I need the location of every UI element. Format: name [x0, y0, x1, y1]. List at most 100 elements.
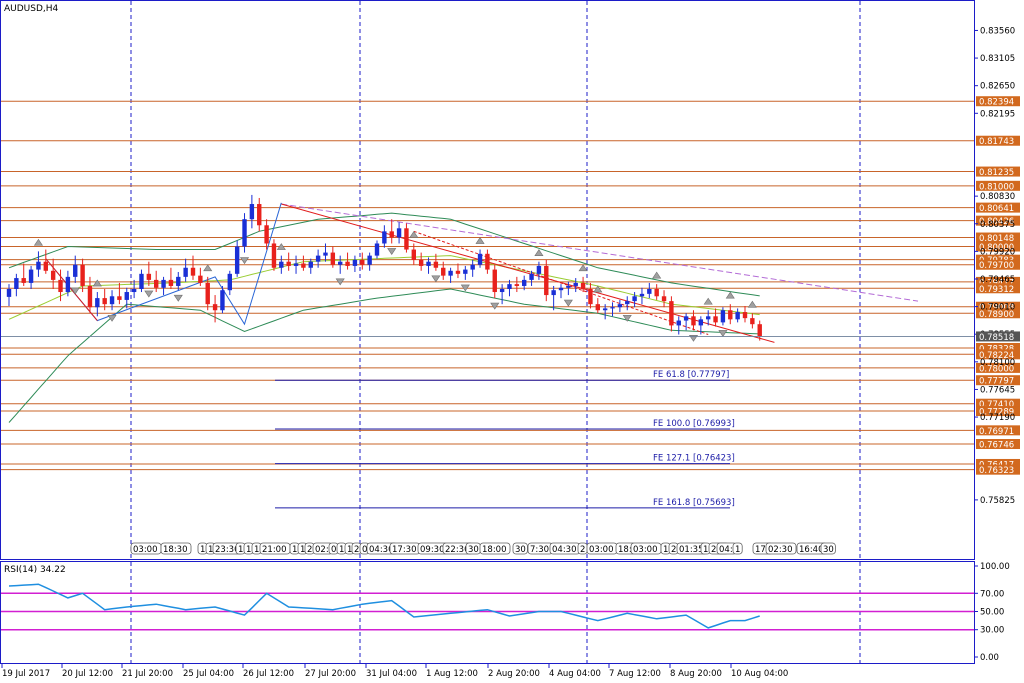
- event-text: 18:00: [482, 545, 507, 555]
- purple-trendline: [281, 203, 919, 302]
- candle-body: [632, 296, 637, 302]
- fractal-arrow: [239, 257, 250, 265]
- level-label: 0.81743: [979, 137, 1014, 147]
- time-tick-label: 2 Aug 20:00: [488, 669, 540, 679]
- bollinger-lower: [8, 288, 760, 423]
- level-label: 0.79700: [979, 261, 1014, 271]
- candle-body: [396, 228, 402, 238]
- candle-body: [492, 269, 497, 293]
- event-box: [820, 542, 836, 555]
- rsi-indicator: 100.00 70.00 50.00 30.00 0.00: [1, 562, 1010, 663]
- level-label: 0.76971: [979, 427, 1014, 437]
- candle-body: [212, 304, 218, 311]
- price-tick-label: 0.75825: [980, 496, 1015, 506]
- level-box: [976, 254, 1020, 265]
- event-label: 22:30: [442, 542, 474, 555]
- level-box: [976, 180, 1020, 191]
- candle-body: [28, 269, 34, 283]
- level-label: 0.80426: [979, 217, 1014, 227]
- level-box: [976, 241, 1020, 252]
- candle-body: [455, 270, 461, 274]
- time-tick-label: 8 Aug 20:00: [670, 669, 722, 679]
- fractal-markers: [33, 230, 757, 342]
- candle-body: [220, 290, 225, 311]
- candle-body: [293, 263, 299, 266]
- candle-body: [706, 316, 711, 320]
- candle-body: [522, 279, 527, 286]
- level-box: [976, 283, 1020, 294]
- candle-body: [139, 273, 144, 289]
- fractal-arrow: [725, 291, 735, 299]
- candle-body: [308, 261, 313, 268]
- candle-body: [161, 279, 166, 288]
- price-tick-label: 0.77645: [980, 385, 1015, 395]
- price-tick-label: 0.80830: [980, 192, 1015, 202]
- candle-body: [558, 287, 564, 291]
- candle-body: [382, 231, 387, 244]
- level-box: [976, 232, 1020, 243]
- rsi-panel-frame: [0, 561, 975, 664]
- event-text: 7:30: [530, 545, 549, 555]
- candle-body: [647, 288, 652, 294]
- fibonacci-expansion: FE 61.8 [0.77797] FE 100.0 [0.76993] FE 12…: [275, 370, 735, 509]
- red-zigzag: [45, 258, 98, 321]
- candle-body: [73, 264, 78, 277]
- candle-body: [426, 261, 431, 266]
- candle-body: [639, 293, 645, 297]
- fractal-arrow: [107, 314, 117, 322]
- level-label: 0.79312: [979, 285, 1014, 295]
- candle-body: [720, 310, 726, 323]
- level-label: 0.80148: [979, 234, 1014, 244]
- candle-body: [117, 296, 122, 300]
- time-tick-label: 19 Jul 2017: [2, 669, 50, 679]
- candle-body: [750, 318, 755, 325]
- event-text: 16:40: [799, 545, 824, 555]
- fractal-arrow: [593, 285, 603, 293]
- candle-body: [683, 316, 689, 321]
- level-box: [976, 166, 1020, 177]
- fractal-arrow: [475, 237, 485, 244]
- event-text: 04:30: [552, 545, 577, 555]
- fractal-arrow: [92, 279, 102, 287]
- candle-body: [65, 276, 71, 293]
- level-box: [976, 398, 1020, 409]
- event-label: 18:30: [160, 542, 192, 555]
- candle-body: [271, 243, 277, 268]
- fractal-arrow: [203, 264, 213, 272]
- event-box: [512, 542, 528, 555]
- event-text: 1: [200, 545, 205, 555]
- level-box: [976, 458, 1020, 469]
- candle-body: [669, 301, 674, 326]
- event-text: 1: [208, 545, 213, 555]
- red-dashed-trendline: [413, 230, 709, 335]
- event-text: 22:30: [445, 545, 470, 555]
- event-text: 23:30: [215, 545, 240, 555]
- level-label: 0.81235: [979, 168, 1014, 178]
- fractal-arrow: [578, 264, 588, 272]
- event-text: 2: [580, 545, 585, 555]
- event-text: 03:00: [589, 545, 614, 555]
- event-text: 1: [246, 545, 251, 555]
- level-box: [976, 425, 1020, 436]
- event-text: 21:00: [262, 545, 287, 555]
- event-label: 1: [197, 542, 208, 555]
- fractal-arrow: [563, 299, 573, 307]
- symbol-title: AUDUSD,H4: [4, 4, 59, 14]
- event-label: 2: [577, 542, 588, 555]
- fractal-arrow: [718, 330, 728, 337]
- candle-body: [264, 225, 269, 244]
- event-text: 04:: [719, 545, 733, 555]
- rsi-tick-label: 100.00: [980, 562, 1010, 572]
- event-label: 30: [820, 542, 836, 555]
- level-box: [976, 308, 1020, 319]
- event-label: 04:30: [549, 542, 581, 555]
- price-axis: 0.83560 0.83105 0.82650 0.82195 0.80830 0.803…: [1, 26, 1020, 506]
- candle-body: [58, 279, 63, 293]
- event-text: 1: [300, 545, 305, 555]
- candle-body: [610, 307, 615, 309]
- level-label: 0.78224: [979, 351, 1014, 361]
- candle-body: [602, 308, 608, 311]
- candle-body: [323, 252, 328, 256]
- candle-body: [176, 276, 181, 286]
- candle-body: [654, 288, 659, 297]
